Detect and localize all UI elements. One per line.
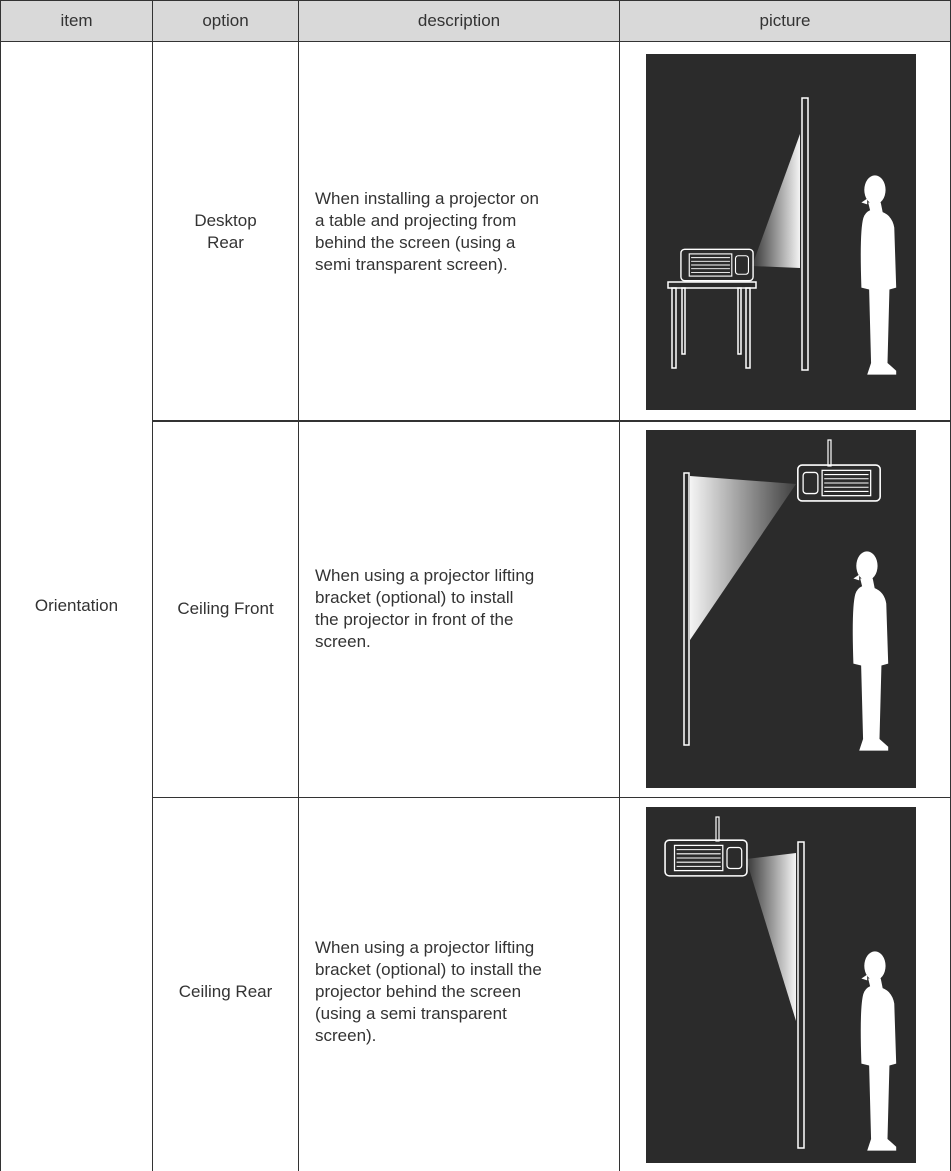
header-cell: description: [298, 0, 620, 42]
text-line: When using a projector lifting: [315, 566, 535, 585]
description-cell: When installing a projector on a table an…: [298, 41, 620, 422]
text-line: When using a projector lifting: [315, 938, 535, 957]
text-line: behind the screen (using a: [315, 232, 516, 252]
text-line: a table and projecting from: [315, 210, 517, 230]
text-line: Ceiling Rear: [178, 982, 273, 1001]
option-cell: Desktop Rear: [152, 41, 299, 422]
text-line: Ceiling Front: [177, 599, 274, 618]
text-line: option: [202, 11, 249, 30]
text-line: Desktop: [194, 210, 257, 230]
text-line: screen).: [315, 1026, 377, 1045]
picture-ceiling-rear: [646, 807, 916, 1163]
text-line: bracket (optional) to install the: [315, 960, 542, 979]
description-cell: When using a projector lifting bracket (o…: [298, 420, 620, 798]
picture-ceiling-front: [646, 430, 916, 788]
text-line: description: [417, 11, 501, 30]
text-line: Orientation: [34, 596, 119, 615]
text-line: projector behind the screen: [315, 982, 522, 1001]
header-cell: picture: [619, 0, 951, 42]
text-line: Rear: [207, 232, 244, 252]
option-cell: Ceiling Rear: [152, 797, 299, 1171]
description-cell: When using a projector lifting bracket (o…: [298, 797, 620, 1171]
text-line: (using a semi transparent: [315, 1004, 507, 1023]
item-cell: Orientation: [0, 41, 153, 1171]
text-line: picture: [759, 11, 811, 30]
text-line: semi transparent screen).: [315, 254, 508, 274]
text-line: the projector in front of the: [315, 610, 514, 629]
text-line: bracket (optional) to install: [315, 588, 514, 607]
text-line: screen.: [315, 632, 371, 651]
text-line: When installing a projector on: [315, 188, 539, 208]
header-cell: option: [152, 0, 299, 42]
picture-desktop-rear: [646, 54, 916, 410]
header-cell: item: [0, 0, 153, 42]
option-cell: Ceiling Front: [152, 420, 299, 798]
text-line: item: [60, 11, 93, 30]
